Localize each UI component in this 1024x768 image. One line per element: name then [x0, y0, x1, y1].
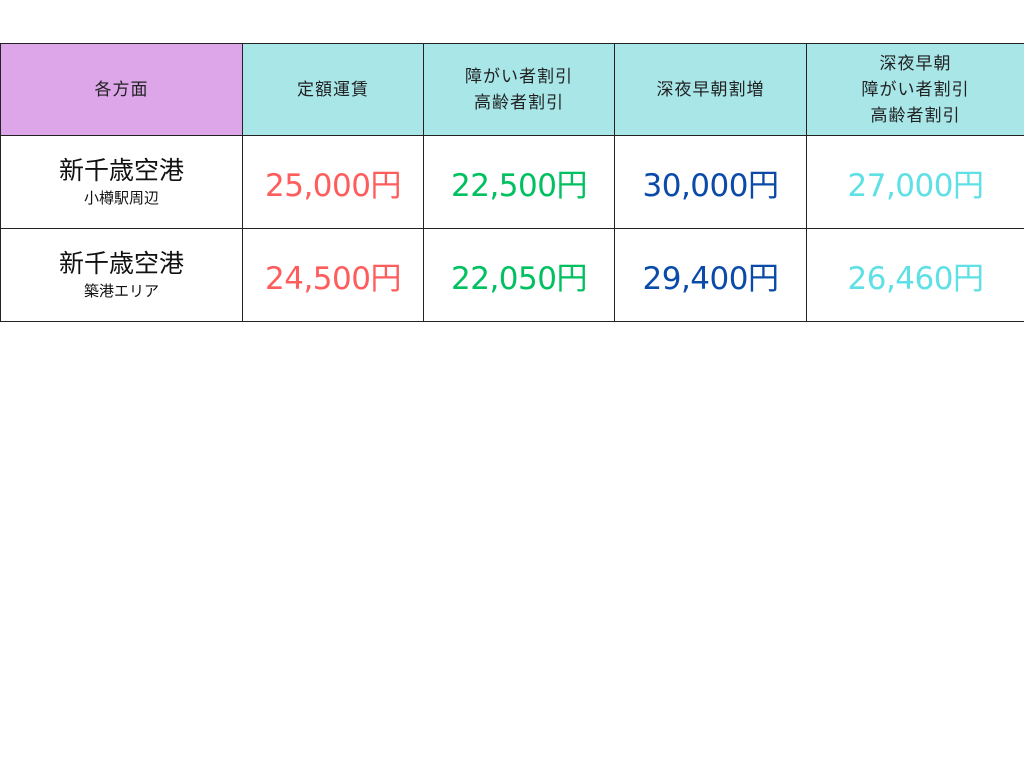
header-text: 定額運賃: [297, 79, 369, 100]
header-text: 深夜早朝割増: [656, 79, 765, 100]
destination-name: 新千歳空港: [58, 249, 184, 278]
header-text: 高齢者割引: [870, 105, 961, 126]
header-text: 深夜早朝: [879, 53, 952, 74]
discount-cell: 22,050円: [423, 228, 615, 322]
destination-name: 新千歳空港: [58, 156, 184, 185]
fixed-fare-cell: 24,500円: [242, 228, 424, 322]
late-night-discount-cell: 27,000円: [806, 135, 1024, 229]
fare-table: 各方面 定額運賃 障がい者割引 高齢者割引 深夜早朝割増 深夜早朝 障がい者割引 高齢…: [0, 43, 1024, 322]
area-name: 小樽駅周辺: [83, 189, 159, 207]
header-discount: 障がい者割引 高齢者割引: [423, 43, 615, 136]
fixed-fare-cell: 25,000円: [242, 135, 424, 229]
destination-cell: 新千歳空港築港エリア: [0, 228, 243, 322]
late-night-cell: 30,000円: [614, 135, 807, 229]
header-text: 各方面: [94, 79, 149, 100]
late-night-cell: 29,400円: [614, 228, 807, 322]
header-text: 障がい者割引: [861, 79, 970, 100]
destination-cell: 新千歳空港小樽駅周辺: [0, 135, 243, 229]
header-destination: 各方面: [0, 43, 243, 136]
header-text: 障がい者割引: [465, 66, 573, 87]
header-row: 各方面 定額運賃 障がい者割引 高齢者割引 深夜早朝割増 深夜早朝 障がい者割引 高齢…: [0, 43, 1024, 136]
table-row: 新千歳空港小樽駅周辺 25,000円 22,500円 30,000円 27,00…: [0, 135, 1024, 229]
area-name: 築港エリア: [83, 282, 159, 300]
header-text: 高齢者割引: [474, 92, 564, 113]
header-fixed-fare: 定額運賃: [242, 43, 424, 136]
late-night-discount-cell: 26,460円: [806, 228, 1024, 322]
header-late-night: 深夜早朝割増: [614, 43, 807, 136]
header-late-night-discount: 深夜早朝障がい者割引 高齢者割引: [806, 43, 1024, 136]
discount-cell: 22,500円: [423, 135, 615, 229]
table-row: 新千歳空港築港エリア 24,500円 22,050円 29,400円 26,46…: [0, 228, 1024, 322]
